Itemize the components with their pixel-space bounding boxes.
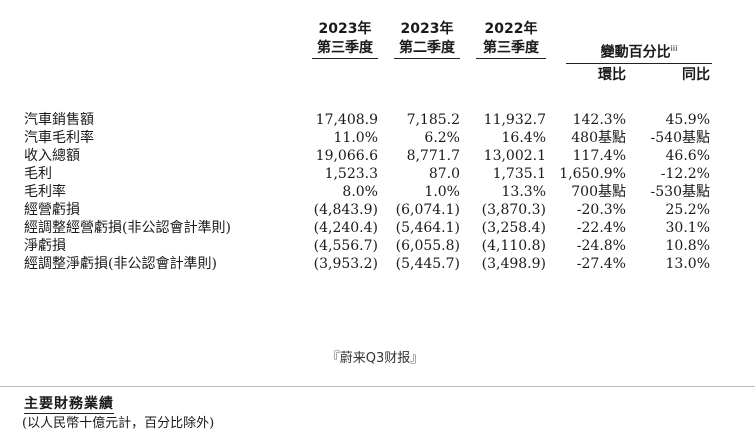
row-label: 經營虧損 <box>24 202 80 218</box>
row-label: 收入總額 <box>24 148 80 164</box>
value-yoy: -530基點 <box>650 184 710 200</box>
value-yoy: 10.8% <box>665 238 710 254</box>
change-percent-header: 變動百分比iii <box>566 39 712 64</box>
image-caption: 『蔚来Q3财报』 <box>326 351 424 366</box>
value-2023-q2: 1.0% <box>424 184 460 200</box>
value-2023-q2: 8,771.7 <box>406 148 460 164</box>
header-2023-q3-year: 2023年 <box>318 21 372 37</box>
section-title: 主要財務業績 <box>24 396 114 414</box>
header-2023-q2-quarter: 第二季度 <box>394 39 460 59</box>
value-2023-q2: (5,464.1) <box>395 220 460 236</box>
value-yoy: 46.6% <box>665 148 710 164</box>
table-row: 毛利率 8.0% 1.0% 13.3% 700基點 -530基點 <box>0 183 755 201</box>
row-label: 毛利率 <box>24 184 66 200</box>
value-qoq: 117.4% <box>572 148 626 164</box>
value-qoq: -20.3% <box>576 202 626 218</box>
value-yoy: 30.1% <box>665 220 710 236</box>
row-label: 淨虧損 <box>24 238 66 254</box>
section-note: (以人民幣十億元計，百分比除外) <box>22 416 215 431</box>
value-2023-q3: 11.0% <box>333 130 378 146</box>
table-row: 汽車毛利率 11.0% 6.2% 16.4% 480基點 -540基點 <box>0 129 755 147</box>
value-2023-q2: 6.2% <box>424 130 460 146</box>
table-row: 毛利 1,523.3 87.0 1,735.1 1,650.9% -12.2% <box>0 165 755 183</box>
change-note-mark: iii <box>670 44 678 53</box>
header-2022-q3: 2022年 第三季度 <box>476 20 546 59</box>
header-2022-q3-year: 2022年 <box>484 21 538 37</box>
table-row: 汽車銷售額 17,408.9 7,185.2 11,932.7 142.3% 45.9% <box>0 111 755 129</box>
value-yoy: -540基點 <box>650 130 710 146</box>
value-2023-q3: (4,843.9) <box>313 202 378 218</box>
header-2023-q2-year: 2023年 <box>400 21 454 37</box>
value-2022-q3: 13,002.1 <box>483 148 546 164</box>
table-row: 經調整經營虧損(非公認會計準則) (4,240.4) (5,464.1) (3,258… <box>0 219 755 237</box>
change-percent-title: 變動百分比 <box>600 44 671 61</box>
value-2023-q3: (4,556.7) <box>313 238 378 254</box>
row-label: 經調整經營虧損(非公認會計準則) <box>24 220 231 236</box>
row-label: 汽車毛利率 <box>24 130 94 146</box>
value-yoy: -12.2% <box>660 166 710 182</box>
table-row: 淨虧損 (4,556.7) (6,055.8) (4,110.8) -24.8% 10.8… <box>0 237 755 255</box>
value-2022-q3: (3,870.3) <box>481 202 546 218</box>
value-qoq: -24.8% <box>576 238 626 254</box>
table-row: 經營虧損 (4,843.9) (6,074.1) (3,870.3) -20.3% 25.… <box>0 201 755 219</box>
row-label: 汽車銷售額 <box>24 112 94 128</box>
header-qoq: 環比 <box>598 67 626 83</box>
value-qoq: -22.4% <box>576 220 626 236</box>
value-qoq: 700基點 <box>571 184 626 200</box>
table-row: 收入總額 19,066.6 8,771.7 13,002.1 117.4% 46.6% <box>0 147 755 165</box>
header-2023-q2: 2023年 第二季度 <box>394 20 460 59</box>
value-qoq: 480基點 <box>571 130 626 146</box>
value-2023-q2: (6,074.1) <box>395 202 460 218</box>
value-2023-q2: (5,445.7) <box>395 256 460 272</box>
value-yoy: 45.9% <box>665 112 710 128</box>
value-2022-q3: 1,735.1 <box>492 166 546 182</box>
value-qoq: 1,650.9% <box>559 166 626 182</box>
value-qoq: -27.4% <box>576 256 626 272</box>
divider <box>0 386 755 387</box>
value-2023-q3: 1,523.3 <box>324 166 378 182</box>
value-2022-q3: (3,498.9) <box>481 256 546 272</box>
table-row: 經調整淨虧損(非公認會計準則) (3,953.2) (5,445.7) (3,498.… <box>0 255 755 273</box>
value-2023-q3: (4,240.4) <box>313 220 378 236</box>
value-2022-q3: 13.3% <box>501 184 546 200</box>
value-2022-q3: (3,258.4) <box>481 220 546 236</box>
value-2023-q2: 7,185.2 <box>406 112 460 128</box>
header-yoy: 同比 <box>682 67 710 83</box>
value-2023-q3: (3,953.2) <box>313 256 378 272</box>
value-qoq: 142.3% <box>572 112 626 128</box>
value-yoy: 13.0% <box>665 256 710 272</box>
header-2023-q3: 2023年 第三季度 <box>312 20 378 59</box>
header-2023-q3-quarter: 第三季度 <box>312 39 378 59</box>
value-yoy: 25.2% <box>665 202 710 218</box>
row-label: 毛利 <box>24 166 52 182</box>
value-2023-q2: 87.0 <box>428 166 460 182</box>
value-2022-q3: (4,110.8) <box>481 238 546 254</box>
value-2023-q3: 19,066.6 <box>315 148 378 164</box>
value-2022-q3: 11,932.7 <box>483 112 546 128</box>
row-label: 經調整淨虧損(非公認會計準則) <box>24 256 217 272</box>
header-2022-q3-quarter: 第三季度 <box>476 39 546 59</box>
value-2023-q2: (6,055.8) <box>395 238 460 254</box>
value-2023-q3: 8.0% <box>342 184 378 200</box>
value-2023-q3: 17,408.9 <box>315 112 378 128</box>
value-2022-q3: 16.4% <box>501 130 546 146</box>
